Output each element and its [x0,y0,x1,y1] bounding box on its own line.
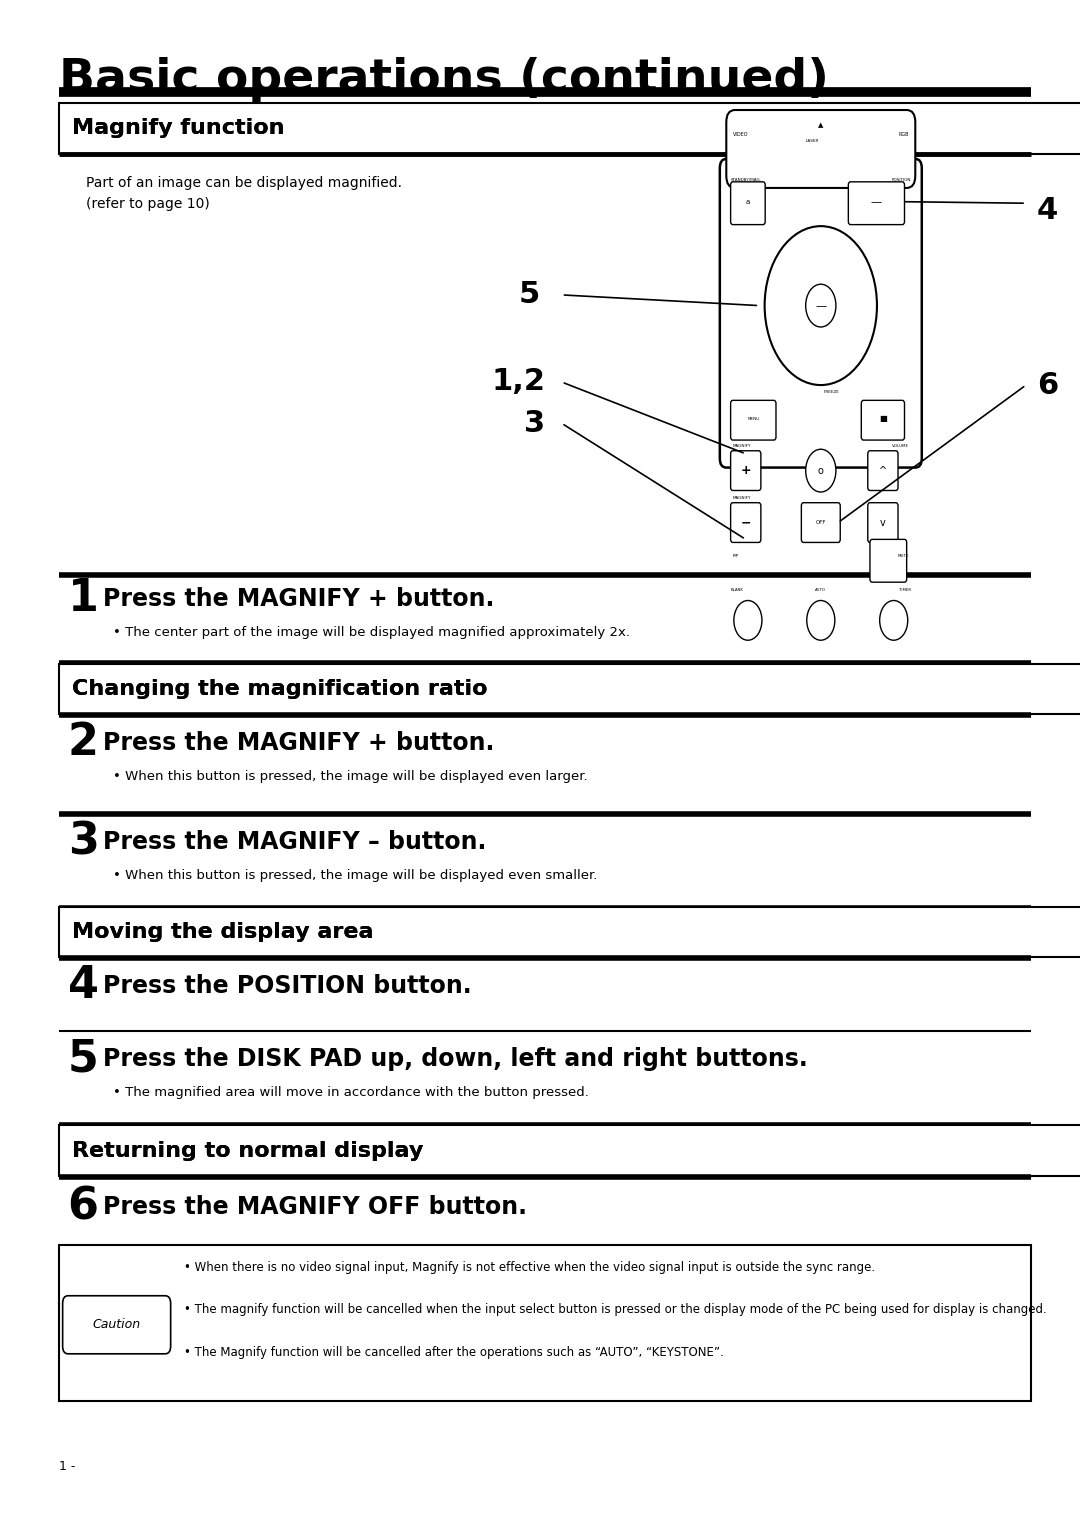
Text: Press the MAGNIFY – button.: Press the MAGNIFY – button. [103,830,486,854]
Text: • The Magnify function will be cancelled after the operations such as “AUTO”, “K: • The Magnify function will be cancelled… [184,1346,724,1360]
Text: +: + [741,465,751,477]
Text: • The magnified area will move in accordance with the button pressed.: • The magnified area will move in accord… [113,1086,590,1100]
Circle shape [880,601,907,640]
FancyBboxPatch shape [849,182,905,225]
Bar [59,908,1080,957]
Text: • When there is no video signal input, Magnify is not effective when the video s: • When there is no video signal input, M… [184,1261,875,1274]
Text: 5: 5 [68,1038,98,1080]
Text: Moving the display area: Moving the display area [72,921,374,943]
FancyBboxPatch shape [730,503,760,542]
Text: v: v [880,518,886,527]
Text: Basic operations (continued): Basic operations (continued) [59,57,829,101]
Text: —: — [870,197,882,206]
Text: MAGNIFY: MAGNIFY [732,445,752,448]
Text: FREEZE: FREEZE [824,390,839,394]
Text: VOLUME: VOLUME [892,445,909,448]
Text: —: — [815,301,826,310]
FancyBboxPatch shape [730,400,775,440]
FancyBboxPatch shape [868,451,899,490]
Text: 1: 1 [68,578,98,620]
Text: Press the MAGNIFY OFF button.: Press the MAGNIFY OFF button. [103,1195,527,1219]
Text: MENU: MENU [747,417,759,420]
Text: Changing the magnification ratio: Changing the magnification ratio [72,678,488,700]
Circle shape [806,284,836,327]
Text: 1,2: 1,2 [491,368,545,396]
Text: Changing the magnification ratio: Changing the magnification ratio [72,678,488,700]
Text: Part of an image can be displayed magnified.: Part of an image can be displayed magnif… [86,176,403,189]
Text: 2: 2 [68,721,98,764]
Text: Press the POSITION button.: Press the POSITION button. [103,973,471,998]
Text: PIP: PIP [732,555,739,558]
Text: −: − [741,516,751,529]
FancyBboxPatch shape [862,400,905,440]
Text: ■: ■ [879,414,887,423]
Bar [59,663,1080,714]
Bar [59,1245,1031,1401]
Text: MAGNIFY: MAGNIFY [732,497,752,500]
Text: 3: 3 [524,410,545,437]
Text: ^: ^ [879,466,887,475]
Text: a: a [746,199,750,205]
Text: LASER: LASER [806,139,819,142]
Circle shape [734,601,762,640]
Text: Caution: Caution [93,1319,140,1331]
Text: POSITION: POSITION [892,179,912,182]
Text: 6: 6 [68,1186,98,1229]
Bar [59,102,1080,153]
Text: AUTO: AUTO [815,588,826,591]
FancyBboxPatch shape [719,159,922,468]
Text: RGB: RGB [899,131,909,138]
Bar [59,1125,1080,1177]
Text: Magnify function: Magnify function [72,118,285,139]
Text: 1 -: 1 - [59,1461,76,1473]
Circle shape [765,226,877,385]
FancyBboxPatch shape [730,182,766,225]
Circle shape [807,601,835,640]
Text: Returning to normal display: Returning to normal display [72,1140,423,1161]
Text: 4: 4 [1037,197,1058,225]
Text: 3: 3 [68,821,98,863]
FancyBboxPatch shape [801,503,840,542]
FancyBboxPatch shape [868,503,899,542]
Text: OFF: OFF [815,520,826,526]
FancyBboxPatch shape [726,110,916,188]
FancyBboxPatch shape [63,1296,171,1354]
Text: Moving the display area: Moving the display area [72,921,374,943]
Text: (refer to page 10): (refer to page 10) [86,197,211,211]
Text: • The center part of the image will be displayed magnified approximately 2x.: • The center part of the image will be d… [113,626,631,640]
Text: Returning to normal display: Returning to normal display [72,1140,423,1161]
Text: ▲: ▲ [819,122,823,128]
Text: • The magnify function will be cancelled when the input select button is pressed: • The magnify function will be cancelled… [184,1303,1047,1317]
Text: • When this button is pressed, the image will be displayed even smaller.: • When this button is pressed, the image… [113,869,597,883]
FancyBboxPatch shape [870,539,907,582]
Text: Press the DISK PAD up, down, left and right buttons.: Press the DISK PAD up, down, left and ri… [103,1047,808,1071]
Text: 4: 4 [68,964,98,1007]
Text: • When this button is pressed, the image will be displayed even larger.: • When this button is pressed, the image… [113,770,588,784]
Text: STANDBY/MAG.: STANDBY/MAG. [730,179,761,182]
Text: MUTE: MUTE [897,555,909,558]
Text: Press the MAGNIFY + button.: Press the MAGNIFY + button. [103,730,494,755]
Text: VIDEO: VIDEO [732,131,748,138]
Text: o: o [818,466,824,475]
Text: BLANK: BLANK [730,588,743,591]
Text: 5: 5 [518,281,540,309]
Text: Magnify function: Magnify function [72,118,285,139]
Text: 6: 6 [1037,371,1058,399]
FancyBboxPatch shape [730,451,760,490]
Text: Press the MAGNIFY + button.: Press the MAGNIFY + button. [103,587,494,611]
Circle shape [806,449,836,492]
Text: TIMER: TIMER [899,588,912,591]
